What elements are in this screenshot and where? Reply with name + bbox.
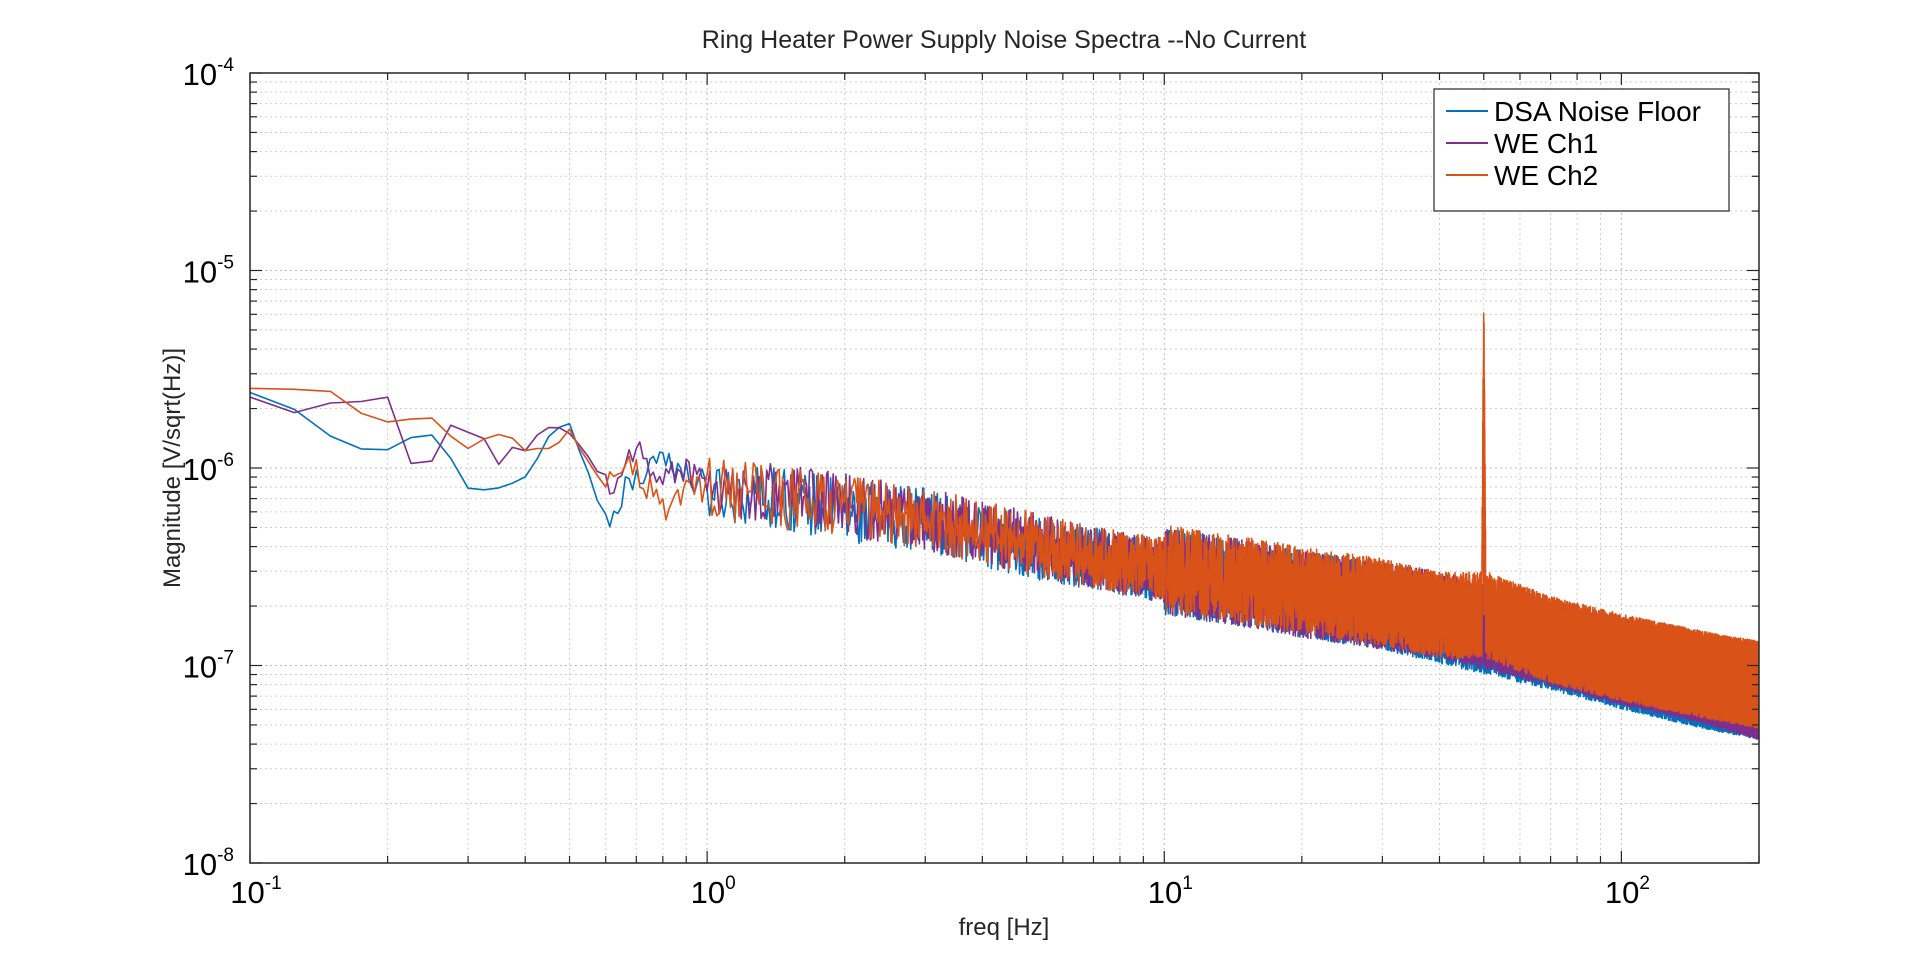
y-tick-label: 10-4 bbox=[183, 55, 235, 92]
legend-label: WE Ch2 bbox=[1494, 160, 1598, 191]
y-tick-label: 10-6 bbox=[183, 450, 234, 487]
y-tick-label: 10-7 bbox=[183, 648, 234, 685]
tick-marks bbox=[249, 72, 1760, 864]
x-tick-label: 10-1 bbox=[230, 873, 281, 910]
y-axis-label: Magnitude [V/sqrt(Hz)] bbox=[159, 348, 186, 588]
y-tick-label: 10-5 bbox=[183, 253, 234, 290]
x-axis-label: freq [Hz] bbox=[959, 914, 1050, 941]
chart-title: Ring Heater Power Supply Noise Spectra -… bbox=[702, 26, 1306, 54]
legend-label: DSA Noise Floor bbox=[1494, 96, 1701, 127]
y-tick-label: 10-8 bbox=[183, 845, 234, 882]
series-line-3 bbox=[250, 312, 1759, 729]
x-tick-label: 102 bbox=[1605, 873, 1650, 910]
tick-labels: 10-1 100 101 102 10-8 10-7 10-6 10-5 10-4 bbox=[183, 55, 1650, 910]
legend-box bbox=[1433, 88, 1730, 212]
x-tick-label: 101 bbox=[1148, 873, 1193, 910]
legend-label: WE Ch1 bbox=[1494, 128, 1598, 159]
series-lines bbox=[250, 312, 1759, 740]
x-tick-label: 100 bbox=[691, 873, 736, 910]
